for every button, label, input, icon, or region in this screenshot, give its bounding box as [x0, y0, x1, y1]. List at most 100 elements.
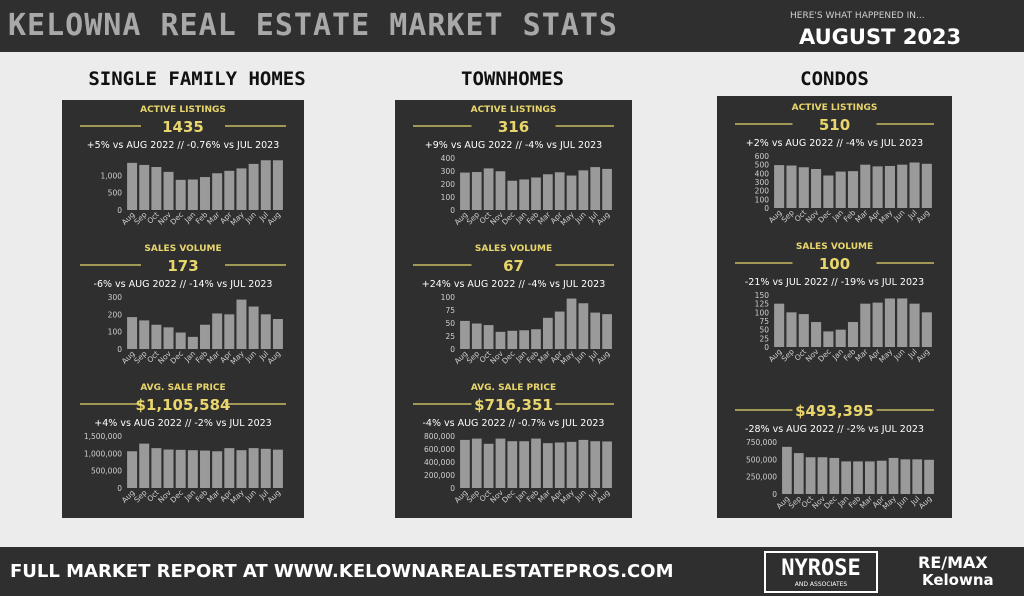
condo-active-ytick-1: 100 — [755, 195, 770, 204]
condo-sales-ytick-4: 100 — [755, 308, 770, 317]
town-price-bar-12 — [602, 441, 612, 488]
sfh-price-xtick-12: Aug — [266, 488, 283, 505]
town-active-bar-10 — [578, 170, 589, 210]
condo-active-bar-8 — [872, 166, 883, 208]
condo-active-bar-2 — [798, 167, 809, 208]
town-price-bar-8 — [554, 442, 565, 488]
sfh-sales-comparison: -6% vs AUG 2022 // -14% vs JUL 2023 — [94, 279, 273, 290]
sfh-price-bar-10 — [248, 448, 259, 488]
condo-sales-bar-1 — [786, 312, 797, 347]
condo-sales-bar-5 — [835, 329, 846, 347]
sfh-price-bar-0 — [127, 451, 138, 488]
sfh-active-bar-1 — [139, 164, 150, 210]
town-sales-ytick-0: 0 — [450, 345, 455, 354]
town-price-xtick-12: Aug — [595, 488, 612, 505]
sfh-active-comparison: +5% vs AUG 2022 // -0.76% vs JUL 2023 — [87, 140, 280, 151]
condo-active-ytick-5: 500 — [755, 161, 770, 170]
town-price-bar-6 — [531, 438, 541, 488]
condo-active-label: ACTIVE LISTINGS — [792, 103, 878, 113]
sfh-active-bar-9 — [236, 168, 247, 210]
condo-sales-ytick-5: 125 — [755, 300, 770, 309]
sfh-price-label: AVG. SALE PRICE — [140, 383, 225, 393]
condo-active-ytick-4: 400 — [755, 169, 770, 178]
condo-sales-bar-0 — [774, 303, 785, 347]
town-sales-bar-8 — [554, 311, 565, 349]
sfh-sales-value: 173 — [167, 257, 198, 275]
condo-charts-svg: ACTIVE LISTINGS 510 +2% vs AUG 2022 // -4%… — [735, 103, 934, 511]
sfh-price-ytick-2: 1,000,000 — [84, 449, 122, 458]
town-active-bar-4 — [507, 180, 518, 210]
sfh-price-comparison: +4% vs AUG 2022 // -2% vs JUL 2023 — [94, 418, 271, 429]
condo-price-ytick-0: 0 — [772, 490, 777, 499]
sfh-active-xtick-10: Jun — [243, 210, 259, 226]
sfh-active-bar-8 — [224, 170, 235, 210]
town-sales-bar-9 — [566, 298, 577, 349]
sfh-active-bar-0 — [127, 162, 138, 210]
condo-active-bar-12 — [921, 163, 932, 208]
sfh-sales-bar-0 — [127, 317, 138, 349]
town-sales-bar-4 — [507, 330, 518, 349]
sfh-price-bar-4 — [175, 449, 186, 488]
town-active-value: 316 — [498, 118, 529, 136]
condo-sales-bar-7 — [860, 303, 871, 347]
sfh-price-value: $1,105,584 — [136, 396, 231, 414]
town-price-bar-11 — [590, 441, 601, 488]
town-sales-xtick-10: Jun — [572, 349, 588, 365]
sfh-active-bar-5 — [187, 179, 198, 210]
condo-sales-bar-8 — [872, 302, 883, 347]
sfh-sales-bar-10 — [248, 306, 259, 349]
town-sales-bar-10 — [578, 303, 589, 349]
sfh-sales-bar-4 — [175, 332, 186, 349]
header-subtitle: HERE'S WHAT HAPPENED IN... — [790, 11, 925, 21]
condo-active-ytick-0: 0 — [764, 204, 769, 213]
sfh-active-label: ACTIVE LISTINGS — [140, 105, 226, 115]
sfh-price-ytick-1: 500,000 — [91, 467, 122, 476]
town-sales-comparison: +24% vs AUG 2022 // -4% vs JUL 2023 — [422, 279, 606, 290]
town-sales-bar-11 — [590, 312, 601, 349]
condo-sales-ytick-2: 50 — [759, 326, 769, 335]
condo-active-ytick-2: 200 — [755, 187, 770, 196]
sfh-sales-bar-3 — [163, 327, 174, 349]
remax-logo-subtext: Kelowna — [922, 571, 994, 589]
sfh-price-bar-7 — [212, 451, 223, 488]
town-active-label: ACTIVE LISTINGS — [471, 105, 557, 115]
sfh-price-bar-12 — [272, 449, 283, 488]
town-active-ytick-1: 100 — [441, 193, 456, 202]
sfh-price-bar-5 — [187, 450, 198, 488]
condo-active-bar-3 — [811, 169, 822, 208]
sfh-sales-bar-9 — [236, 299, 247, 349]
condo-active-value: 510 — [819, 116, 850, 134]
town-price-ytick-2: 400,000 — [424, 458, 455, 467]
town-price-bar-0 — [460, 439, 470, 488]
condo-price-xtick-12: Aug — [917, 494, 934, 511]
condo-active-bar-11 — [909, 162, 920, 208]
column-title-sfh: SINGLE FAMILY HOMES — [88, 68, 306, 90]
town-active-bar-9 — [566, 175, 577, 210]
footer-report-link[interactable]: FULL MARKET REPORT AT WWW.KELOWNAREALEST… — [10, 561, 674, 582]
town-active-bar-5 — [519, 179, 530, 210]
condo-price-bar-0 — [782, 446, 792, 494]
town-price-bar-2 — [483, 443, 494, 488]
sfh-sales-ytick-2: 200 — [108, 310, 123, 319]
condo-active-bar-5 — [835, 171, 846, 208]
condo-sales-value: 100 — [819, 255, 850, 273]
town-price-bar-3 — [495, 438, 506, 488]
condo-active-comparison: +2% vs AUG 2022 // -4% vs JUL 2023 — [746, 138, 923, 149]
town-sales-value: 67 — [503, 257, 524, 275]
sfh-sales-bar-1 — [139, 320, 150, 349]
condo-active-bar-9 — [884, 165, 895, 208]
sfh-price-bar-6 — [200, 450, 210, 488]
town-price-value: $716,351 — [474, 396, 553, 414]
condo-active-ytick-3: 300 — [755, 178, 770, 187]
sfh-sales-bar-11 — [260, 314, 271, 349]
condo-active-bar-7 — [860, 164, 871, 208]
condo-price-bar-6 — [853, 461, 863, 494]
panel-town: ACTIVE LISTINGS 316 +9% vs AUG 2022 // -4%… — [395, 100, 632, 518]
condo-price-bar-9 — [888, 457, 899, 494]
condo-price-bar-12 — [924, 459, 934, 494]
condo-sales-xtick-10: Jun — [891, 347, 907, 363]
town-active-ytick-4: 400 — [441, 154, 456, 163]
condo-active-bar-0 — [774, 165, 785, 208]
sfh-price-bar-2 — [151, 448, 162, 488]
condo-active-xtick-12: Aug — [915, 208, 932, 225]
